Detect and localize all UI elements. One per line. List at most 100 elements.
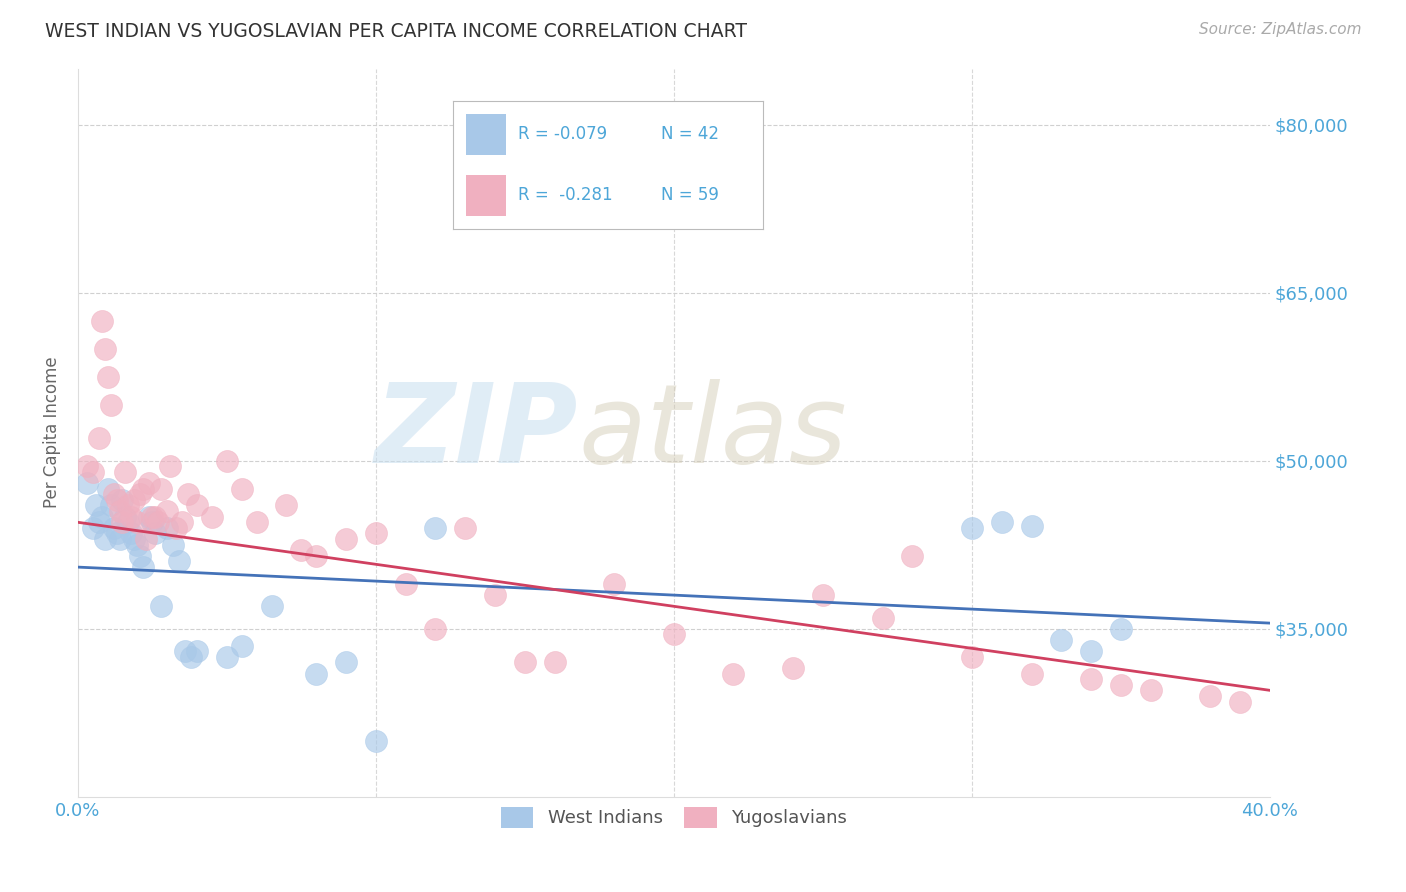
Point [100,398,122,412]
Point [132,560,155,574]
Point [100,499,122,513]
Point [138,476,160,491]
Point [150,482,173,496]
Point [143,526,166,541]
Point [1080,672,1102,686]
Point [990,516,1012,530]
Point [129,549,152,563]
Point [90,313,112,327]
Point [127,516,149,530]
Point [120,509,142,524]
Point [97,482,120,496]
Point [305,549,328,563]
Point [148,516,170,530]
Point [186,499,208,513]
Point [1109,622,1132,636]
Point [117,499,139,513]
Point [425,622,447,636]
Point [97,369,120,384]
Point [114,465,136,479]
Point [165,521,187,535]
Y-axis label: Per Capita Income: Per Capita Income [44,357,60,508]
Point [105,492,128,507]
Point [662,627,685,641]
Point [159,459,181,474]
Point [132,482,155,496]
Point [90,509,112,524]
Point [141,516,163,530]
Point [335,532,357,546]
Point [87,516,110,530]
Point [782,661,804,675]
Point [215,649,238,664]
Point [1021,518,1043,533]
Point [180,649,202,664]
Point [138,509,160,524]
Point [111,516,134,530]
Point [1050,632,1073,647]
Point [811,588,834,602]
Point [82,521,104,535]
Point [177,487,200,501]
Point [1229,694,1251,708]
Point [1080,644,1102,658]
Point [156,521,179,535]
Point [141,509,163,524]
Point [513,656,536,670]
Point [290,543,312,558]
Point [186,644,208,658]
Legend: West Indians, Yugoslavians: West Indians, Yugoslavians [494,800,855,835]
Text: atlas: atlas [578,379,848,486]
Point [124,492,146,507]
Point [84,499,107,513]
Point [246,516,269,530]
Point [484,588,506,602]
Point [1139,683,1161,698]
Point [108,504,131,518]
Point [127,538,149,552]
Point [960,521,983,535]
Point [111,492,134,507]
Point [395,577,418,591]
Text: WEST INDIAN VS YUGOSLAVIAN PER CAPITA INCOME CORRELATION CHART: WEST INDIAN VS YUGOSLAVIAN PER CAPITA IN… [45,22,747,41]
Point [174,644,197,658]
Point [276,499,298,513]
Point [231,482,253,496]
Point [150,599,173,614]
Point [114,509,136,524]
Point [305,666,328,681]
Point [260,599,283,614]
Point [1109,678,1132,692]
Point [1021,666,1043,681]
Point [335,656,357,670]
Point [82,465,104,479]
Point [117,516,139,530]
Point [872,610,894,624]
Point [156,504,179,518]
Point [167,554,190,568]
Text: ZIP: ZIP [375,379,578,486]
Point [723,666,745,681]
Point [960,649,983,664]
Point [172,516,194,530]
Point [105,526,128,541]
Point [162,538,184,552]
Point [543,656,565,670]
Point [143,509,166,524]
Point [124,532,146,546]
Point [201,509,224,524]
Point [425,521,447,535]
Point [103,487,125,501]
Point [93,342,115,356]
Point [364,733,387,747]
Point [901,549,924,563]
Point [603,577,626,591]
Point [93,532,115,546]
Point [231,639,253,653]
Point [135,532,157,546]
Point [454,521,477,535]
Point [87,431,110,445]
Point [76,476,98,491]
Point [108,532,131,546]
Point [1199,689,1222,703]
